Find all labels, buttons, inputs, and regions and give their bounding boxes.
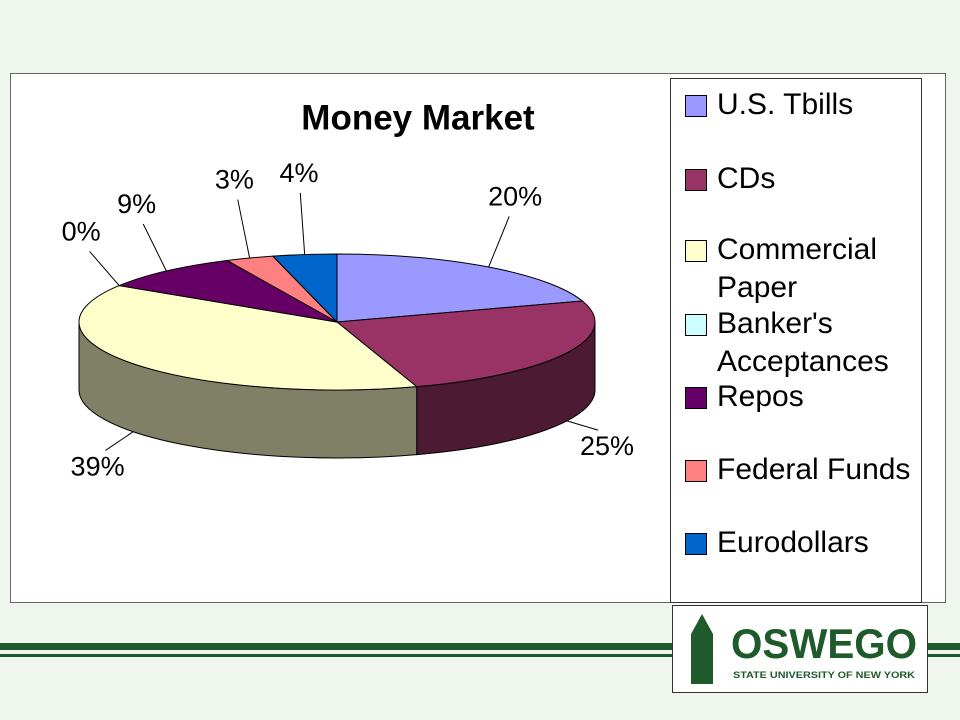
logo-name: OSWEGO [731,620,917,667]
chart-title: Money Market [301,98,535,137]
data-label: 3% [215,165,254,195]
data-label: 9% [117,189,156,219]
logo-tower [691,634,713,684]
legend: U.S. Tbills CDs Commercial Paper Banker's A… [670,78,922,603]
legend-item: Repos [685,378,921,416]
data-label: 25% [580,431,634,461]
legend-swatch [685,460,707,482]
logo-art: OSWEGO STATE UNIVERSITY OF NEW YORK [691,614,917,684]
legend-swatch [685,169,707,191]
legend-item: Federal Funds [685,451,921,489]
leader-line [566,420,599,431]
slice [78,285,419,391]
slice [335,300,596,388]
rule-line [0,643,960,650]
legend-label: Repos [717,380,804,413]
legend-item: Commercial Paper [685,231,921,307]
legend-swatch [685,95,707,117]
legend-item: CDs [685,160,921,198]
leader-line [237,199,251,259]
leader-line [89,251,120,286]
legend-label: Banker's Acceptances [717,307,889,378]
data-label: 0% [62,217,101,247]
legend-item: Eurodollars [685,524,921,562]
slice [336,253,584,323]
legend-label: Commercial Paper [717,233,878,304]
legend-item: Banker's Acceptances [685,305,921,381]
logo: OSWEGO STATE UNIVERSITY OF NEW YORK [672,605,928,693]
legend-swatch [685,314,707,336]
leader-line [299,192,306,255]
slice [271,253,338,324]
legend-swatch [685,240,707,262]
legend-swatch [685,387,707,409]
logo-tower [691,614,713,634]
data-label: 39% [71,452,125,482]
legend-label: Federal Funds [717,453,911,486]
legend-swatch [685,533,707,555]
legend-label: U.S. Tbills [717,88,854,121]
leader-line [105,431,134,451]
rule-line [0,654,960,657]
leader-line [142,223,167,272]
logo-subtitle: STATE UNIVERSITY OF NEW YORK [733,670,916,680]
data-label: 4% [280,158,319,188]
data-label: 20% [488,182,542,212]
legend-label: Eurodollars [717,526,869,559]
legend-item: U.S. Tbills [685,86,921,124]
leader-line [488,216,510,268]
slice [117,259,338,323]
legend-label: CDs [717,162,776,195]
